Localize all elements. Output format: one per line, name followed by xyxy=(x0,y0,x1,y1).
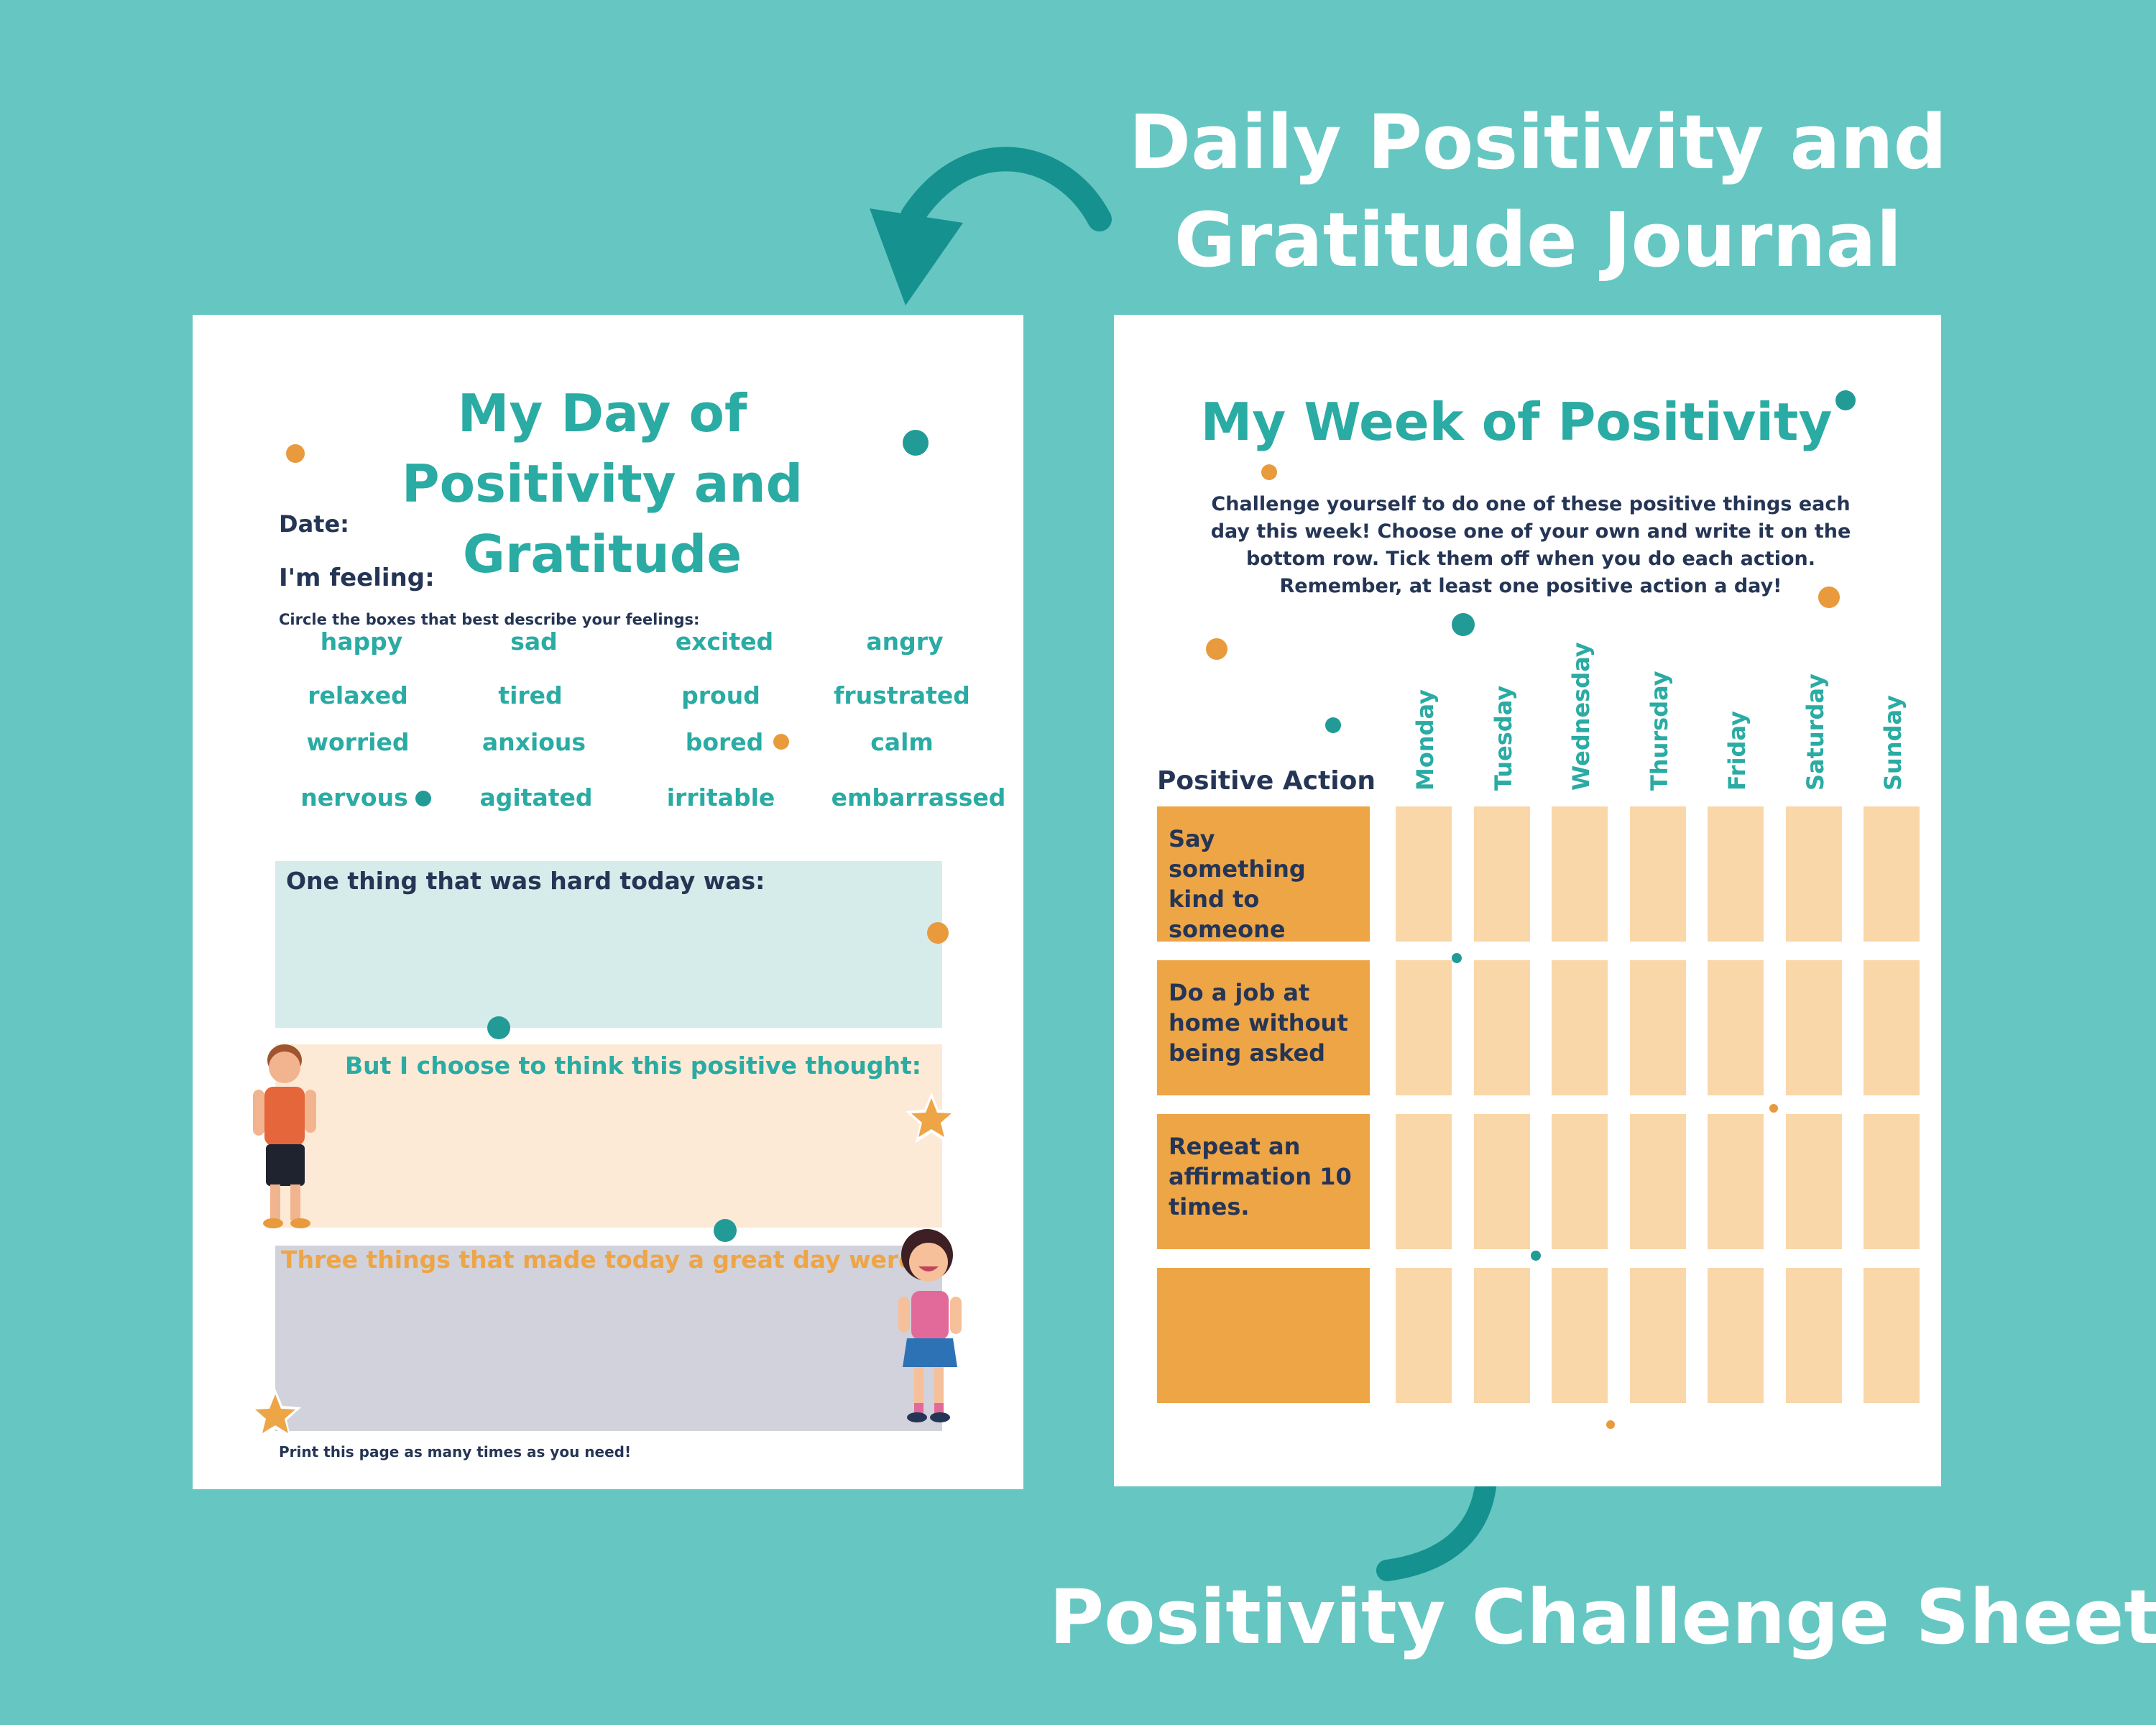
feeling-word[interactable]: calm xyxy=(870,728,934,756)
positive-thought-label: But I choose to think this positive thou… xyxy=(345,1052,921,1080)
feeling-word[interactable]: proud xyxy=(681,681,760,709)
tick-cell[interactable] xyxy=(1785,1268,1842,1403)
day-header-tuesday: Tuesday xyxy=(1489,685,1517,791)
tick-cell[interactable] xyxy=(1552,1268,1608,1403)
feeling-word[interactable]: angry xyxy=(866,627,944,656)
decor-dot xyxy=(773,734,789,750)
great-day-label: Three things that made today a great day… xyxy=(281,1246,924,1274)
feelings-grid: happy sad excited angry relaxed tired pr… xyxy=(279,627,1005,843)
tick-cell[interactable] xyxy=(1473,960,1530,1095)
tick-cell[interactable] xyxy=(1552,960,1608,1095)
day-sheet-title: My Day of Positivity and Gratitude xyxy=(401,383,803,584)
feeling-word[interactable]: nervous xyxy=(300,783,408,811)
tick-cell[interactable] xyxy=(1864,1268,1920,1403)
tick-cell[interactable] xyxy=(1396,1114,1452,1249)
feeling-word[interactable]: happy xyxy=(320,627,403,656)
curved-arrow-top xyxy=(870,147,1112,305)
caption-challenge-sheets: Positivity Challenge Sheets xyxy=(1049,1573,2156,1661)
tick-cell[interactable] xyxy=(1785,806,1842,942)
tick-cell[interactable] xyxy=(1708,1114,1764,1249)
caption-journal-page: Daily Positivity and Gratitude Journal p… xyxy=(1128,98,1948,382)
day-header-saturday: Saturday xyxy=(1801,673,1829,791)
decor-dot xyxy=(1835,390,1856,410)
feeling-label: I'm feeling: xyxy=(279,564,435,592)
day-header-sunday: Sunday xyxy=(1879,695,1907,791)
tick-cell[interactable] xyxy=(1629,960,1686,1095)
decor-dot xyxy=(1606,1420,1615,1429)
tick-cell[interactable] xyxy=(1473,1268,1530,1403)
day-journal-sheet: My Day of Positivity and Gratitude Date:… xyxy=(193,315,1023,1489)
decor-dot xyxy=(1452,613,1475,636)
feeling-word[interactable]: bored xyxy=(685,728,764,756)
decor-dot xyxy=(1769,1104,1778,1113)
action-cell: Do a job at home without being asked xyxy=(1157,960,1370,1095)
tick-cell[interactable] xyxy=(1708,806,1764,942)
action-cell[interactable] xyxy=(1157,1268,1370,1403)
boy-illustration xyxy=(253,1044,316,1228)
hard-thing-label: One thing that was hard today was: xyxy=(286,867,765,895)
tick-cell[interactable] xyxy=(1396,960,1452,1095)
girl-illustration xyxy=(898,1229,962,1422)
tick-cell[interactable] xyxy=(1864,960,1920,1095)
week-sheet-title: My Week of Positivity xyxy=(1200,392,1833,452)
day-header-wednesday: Wednesday xyxy=(1567,642,1595,791)
feeling-word[interactable]: irritable xyxy=(666,783,775,811)
date-label: Date: xyxy=(279,510,349,538)
decor-dot xyxy=(286,444,305,463)
action-cell: Say something kind to someone xyxy=(1157,806,1370,943)
decor-dot xyxy=(927,922,949,944)
feeling-word[interactable]: tired xyxy=(498,681,563,709)
decor-dot xyxy=(903,430,929,456)
decor-dot xyxy=(1818,586,1840,608)
feeling-word[interactable]: anxious xyxy=(482,728,586,756)
tick-cell[interactable] xyxy=(1708,960,1764,1095)
tick-cell[interactable] xyxy=(1552,806,1608,942)
feeling-word[interactable]: agitated xyxy=(479,783,593,811)
day-header-friday: Friday xyxy=(1723,711,1751,791)
feeling-word[interactable]: embarrassed xyxy=(831,783,1006,811)
day-header-monday: Monday xyxy=(1411,689,1439,791)
decor-dot xyxy=(1531,1251,1541,1261)
positive-thought-box[interactable] xyxy=(275,1044,942,1228)
decor-dot xyxy=(487,1016,510,1039)
tick-cell[interactable] xyxy=(1864,1114,1920,1249)
feeling-word[interactable]: sad xyxy=(510,627,558,656)
tick-cell[interactable] xyxy=(1864,806,1920,942)
tick-cell[interactable] xyxy=(1629,1268,1686,1403)
feelings-instruction: Circle the boxes that best describe your… xyxy=(279,611,700,628)
print-footer-note: Print this page as many times as you nee… xyxy=(279,1443,632,1460)
tick-cell[interactable] xyxy=(1396,806,1452,942)
feeling-word[interactable]: relaxed xyxy=(308,681,408,709)
week-intro-text: Challenge yourself to do one of these po… xyxy=(1210,493,1851,597)
tick-cell[interactable] xyxy=(1785,1114,1842,1249)
week-challenge-sheet: My Week of Positivity Challenge yourself… xyxy=(1114,315,1941,1486)
tick-cell[interactable] xyxy=(1629,806,1686,942)
tick-cell[interactable] xyxy=(1473,1114,1530,1249)
feeling-word[interactable]: frustrated xyxy=(834,681,970,709)
hard-thing-box[interactable] xyxy=(275,861,942,1028)
tick-cell[interactable] xyxy=(1552,1114,1608,1249)
decor-dot xyxy=(415,791,431,806)
tick-cell[interactable] xyxy=(1473,806,1530,942)
decor-dot xyxy=(1452,953,1462,963)
tick-cell[interactable] xyxy=(1629,1114,1686,1249)
great-day-box[interactable] xyxy=(275,1246,942,1431)
tick-cell[interactable] xyxy=(1396,1268,1452,1403)
day-header-thursday: Thursday xyxy=(1645,671,1673,791)
action-cell: Repeat an affirmation 10 times. xyxy=(1157,1114,1370,1249)
star-icon xyxy=(249,1389,301,1439)
decor-dot xyxy=(714,1219,737,1242)
tick-cell[interactable] xyxy=(1785,960,1842,1095)
feeling-word[interactable]: worried xyxy=(306,728,410,756)
star-icon xyxy=(906,1092,957,1143)
decor-dot xyxy=(1325,717,1341,733)
positive-action-header: Positive Action xyxy=(1157,766,1376,796)
decor-dot xyxy=(1261,464,1277,480)
decor-dot xyxy=(1206,638,1227,660)
tick-cell[interactable] xyxy=(1708,1268,1764,1403)
feeling-word[interactable]: excited xyxy=(675,627,774,656)
